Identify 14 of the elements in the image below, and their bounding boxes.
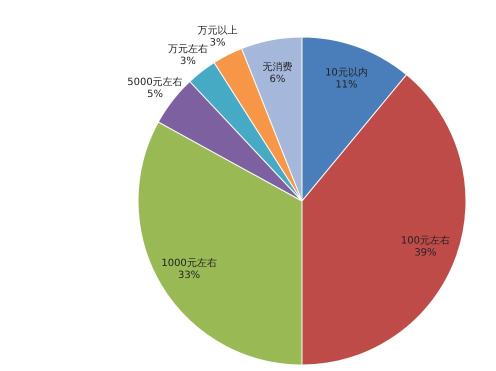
slice-label: 5000元左右: [127, 76, 183, 88]
data-label: 3%: [210, 37, 226, 48]
data-label: 3%: [180, 56, 196, 68]
slice-label: 无消费: [262, 61, 292, 74]
data-label: 33%: [178, 270, 200, 281]
data-label: 11%: [335, 80, 358, 91]
slice-label: 10元以内: [325, 66, 368, 79]
slice-label: 万元左右: [168, 43, 208, 56]
data-label: 5%: [147, 89, 163, 100]
slice-label: 万元以上: [198, 24, 238, 36]
slice-label: 1000元左右: [161, 256, 217, 269]
data-label: 6%: [269, 74, 286, 86]
slice-label: 100元左右: [400, 234, 450, 246]
data-label: 39%: [414, 247, 437, 258]
